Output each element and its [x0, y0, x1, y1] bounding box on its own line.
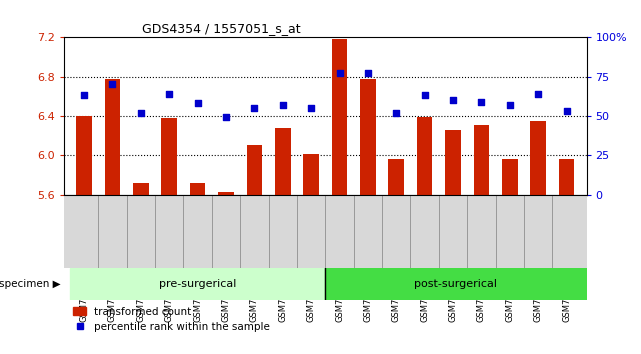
Bar — [247, 145, 262, 195]
Bar — [70, 268, 326, 300]
Point — [107, 81, 117, 87]
Text: GDS4354 / 1557051_s_at: GDS4354 / 1557051_s_at — [142, 22, 301, 35]
Point — [448, 97, 458, 103]
Bar — [218, 192, 234, 195]
Bar — [331, 39, 347, 195]
Text: specimen ▶: specimen ▶ — [0, 279, 61, 289]
Bar — [360, 79, 376, 195]
Point — [79, 93, 89, 98]
Bar — [326, 268, 587, 300]
Bar — [474, 125, 489, 195]
Point — [533, 91, 544, 97]
Point — [136, 110, 146, 116]
Point — [335, 70, 345, 76]
Bar — [417, 117, 433, 195]
Point — [476, 99, 487, 104]
Bar — [104, 79, 120, 195]
Point — [278, 102, 288, 108]
Point — [249, 105, 260, 111]
Text: pre-surgerical: pre-surgerical — [159, 279, 237, 289]
Bar — [388, 159, 404, 195]
Point — [221, 115, 231, 120]
Bar — [162, 118, 177, 195]
Bar — [303, 154, 319, 195]
Bar — [76, 116, 92, 195]
Point — [192, 101, 203, 106]
Text: post-surgerical: post-surgerical — [415, 279, 497, 289]
Legend: transformed count, percentile rank within the sample: transformed count, percentile rank withi… — [69, 303, 274, 336]
Point — [363, 70, 373, 76]
Bar — [133, 183, 149, 195]
Bar — [275, 128, 290, 195]
Point — [562, 108, 572, 114]
Point — [306, 105, 316, 111]
Bar — [502, 159, 518, 195]
Bar — [531, 121, 546, 195]
Point — [164, 91, 174, 97]
Point — [391, 110, 401, 116]
Bar — [445, 130, 461, 195]
Point — [504, 102, 515, 108]
Bar — [190, 183, 205, 195]
Bar — [559, 159, 574, 195]
Point — [420, 93, 430, 98]
